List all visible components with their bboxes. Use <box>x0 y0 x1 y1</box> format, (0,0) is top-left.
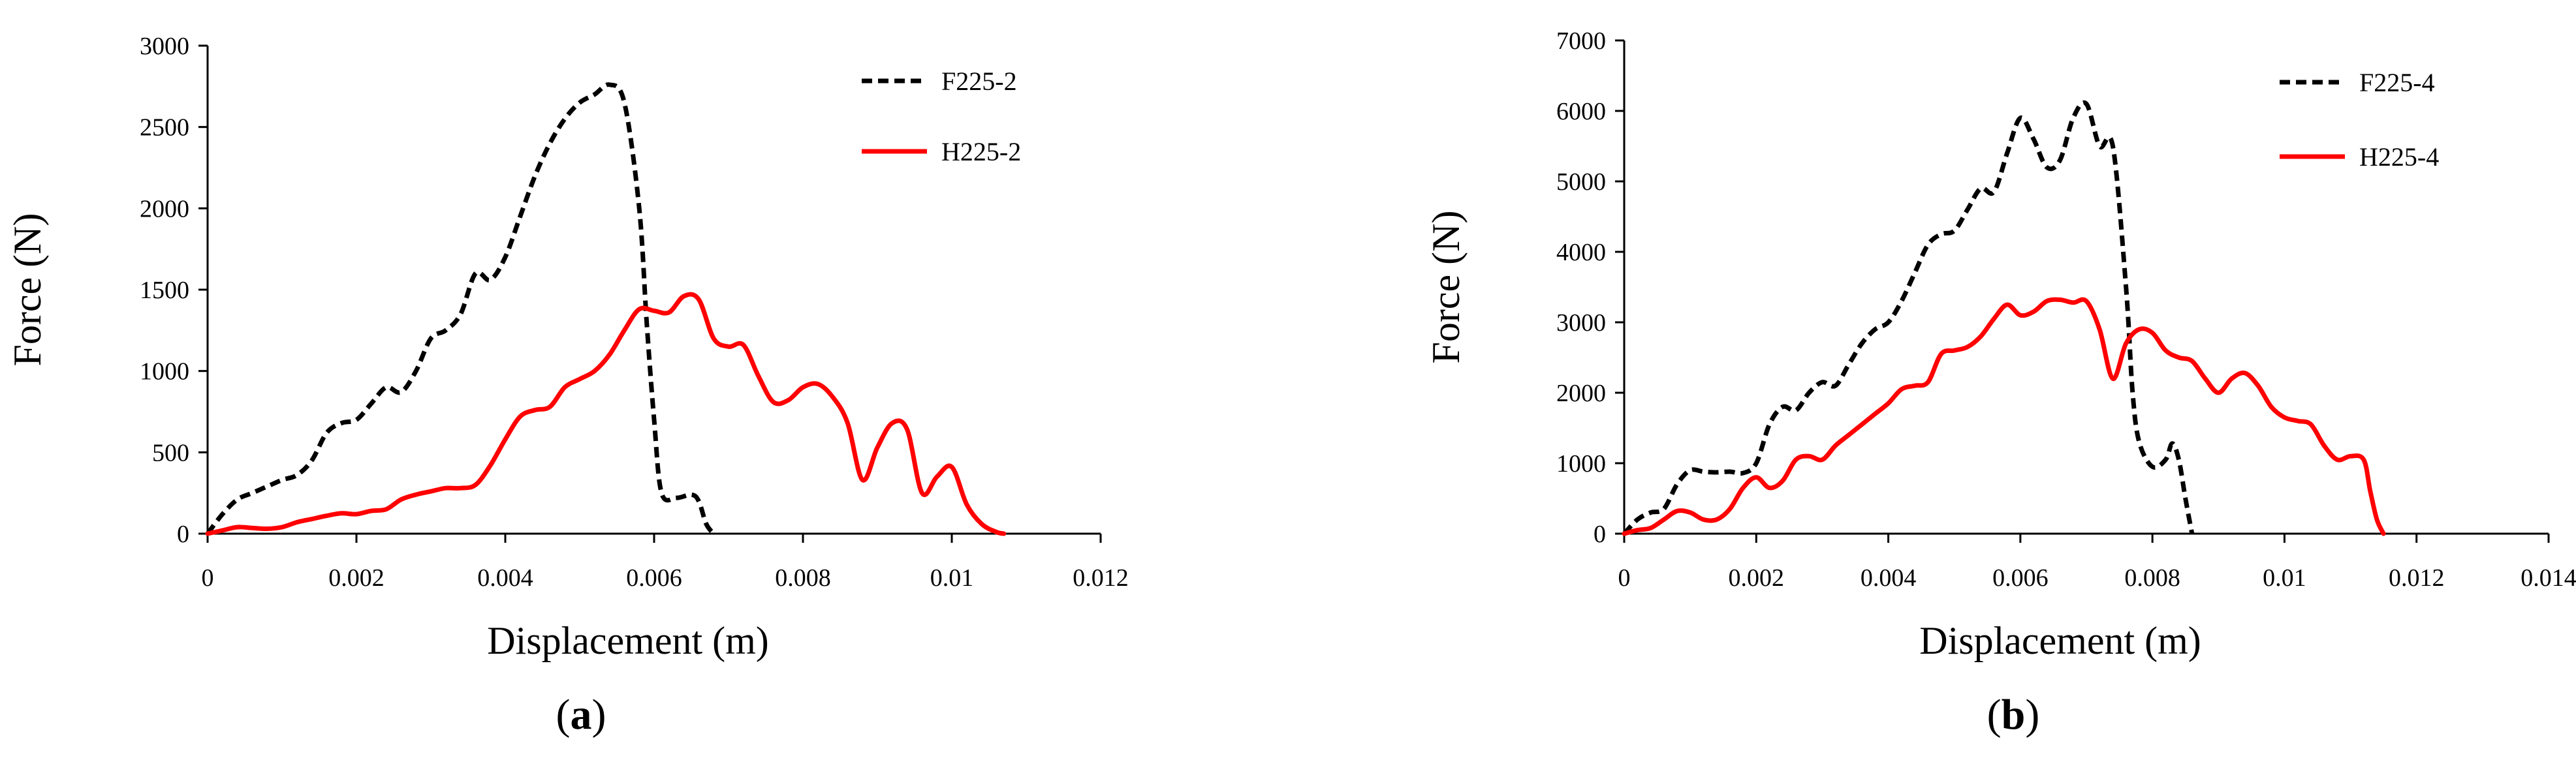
legend-label-h225-4: H225-4 <box>2359 142 2439 172</box>
series-line-h225-2 <box>205 292 1007 536</box>
x-axis-title: Displacement (m) <box>487 619 769 662</box>
panel-a-chart: 0 500 1000 1500 2000 2500 3000 0 0.002 0.004 0.006… <box>6 33 1129 739</box>
y-axis-title: Force (N) <box>1424 211 1468 364</box>
y-tick-label: 7000 <box>1556 27 1606 55</box>
y-tick-label: 0 <box>1594 521 1606 548</box>
x-tick-label: 0.002 <box>1729 564 1785 592</box>
y-tick-label: 2500 <box>140 114 189 142</box>
x-tick-label: 0.008 <box>775 564 831 592</box>
legend-label-f225-2: F225-2 <box>941 67 1017 96</box>
x-tick-label: 0.004 <box>1861 564 1917 592</box>
series-line-h225-4 <box>1622 297 2386 536</box>
x-tick-label: 0 <box>202 564 214 592</box>
x-tick-label: 0.012 <box>1073 564 1129 592</box>
y-tick-label: 3000 <box>140 33 189 60</box>
x-tick-label: 0.014 <box>2521 564 2576 592</box>
panel-label-a: (a) <box>556 691 606 739</box>
x-tick-label: 0 <box>1618 564 1631 592</box>
x-tick-label: 0.01 <box>930 564 974 592</box>
y-tick-label: 5000 <box>1556 168 1606 196</box>
y-tick-label: 2000 <box>140 195 189 222</box>
legend-label-h225-2: H225-2 <box>941 137 1021 166</box>
series-line-f225-2 <box>206 82 715 536</box>
x-axis-title: Displacement (m) <box>1919 619 2201 662</box>
y-tick-label: 3000 <box>1556 309 1606 337</box>
panel-label-b: (b) <box>1987 691 2040 739</box>
y-axis-title: Force (N) <box>6 213 49 367</box>
y-tick-label: 2000 <box>1556 380 1606 407</box>
y-tick-label: 1000 <box>140 358 189 386</box>
y-tick-label: 0 <box>177 521 189 548</box>
x-tick-label: 0.004 <box>477 564 533 592</box>
x-tick-label: 0.006 <box>1992 564 2049 592</box>
y-tick-label: 4000 <box>1556 239 1606 266</box>
x-tick-label: 0.002 <box>328 564 385 592</box>
panel-letter: b <box>2002 691 2026 739</box>
x-tick-label: 0.006 <box>626 564 682 592</box>
y-tick-label: 500 <box>152 439 189 466</box>
legend-label-f225-4: F225-4 <box>2359 68 2435 97</box>
x-tick-label: 0.01 <box>2263 564 2306 592</box>
y-tick-label: 6000 <box>1556 98 1606 125</box>
x-tick-label: 0.008 <box>2124 564 2180 592</box>
panel-letter: a <box>571 691 592 739</box>
series-line-f225-4 <box>1622 100 2195 536</box>
panel-b-chart: 0 1000 2000 3000 4000 5000 6000 7000 0 0.002 0.004… <box>1424 27 2576 739</box>
y-tick-label: 1500 <box>140 277 189 304</box>
x-tick-label: 0.012 <box>2389 564 2445 592</box>
y-tick-label: 1000 <box>1556 450 1606 478</box>
